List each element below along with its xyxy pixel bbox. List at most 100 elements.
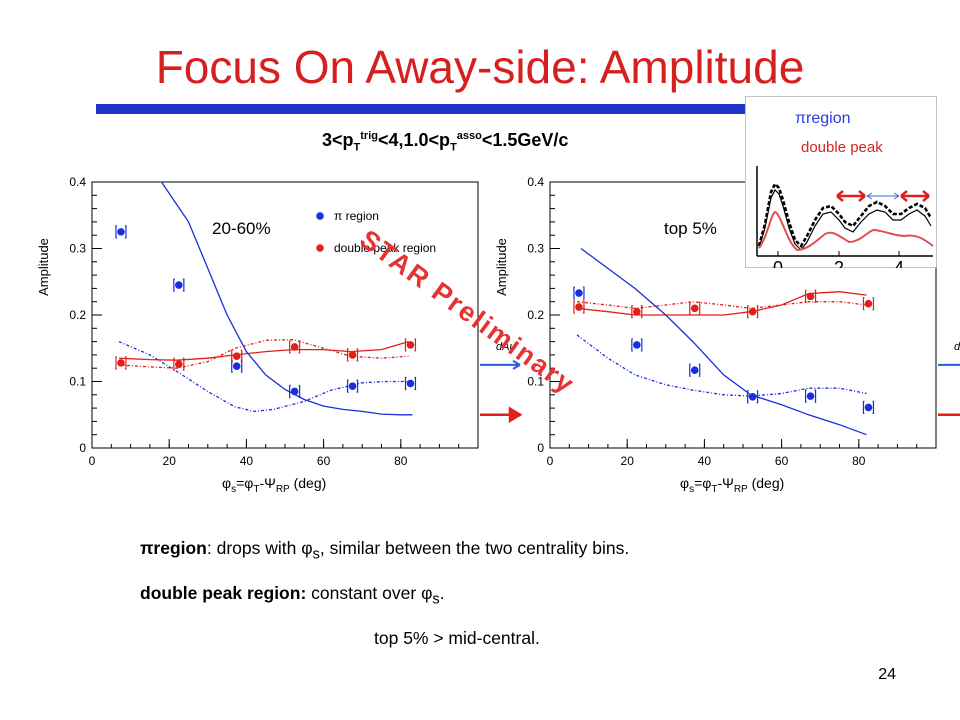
inset-frame <box>745 96 937 268</box>
x-axis-label-part: RP <box>734 484 748 495</box>
data-point <box>748 307 757 316</box>
systematic-bracket <box>747 305 759 319</box>
bullet-tail: , similar between the two centrality bin… <box>319 538 630 558</box>
bullet-sub: s <box>432 591 440 608</box>
bullet-text: : drops with φ <box>206 538 313 558</box>
bullet-text: constant over φ <box>306 583 433 603</box>
bullet-bold: πregion <box>140 538 207 558</box>
fit-curve-red-dash <box>118 338 409 369</box>
y-tick-label: 0.4 <box>69 175 86 189</box>
systematic-bracket <box>573 286 585 300</box>
fit-curve-blue-dash <box>118 341 409 413</box>
systematic-bracket <box>173 357 185 371</box>
title-underline-bar <box>96 104 840 114</box>
systematic-bracket <box>862 400 875 415</box>
y-tick-label: 0.3 <box>527 242 544 256</box>
inset-correlation-plot: πregion double peak 0 2 4 <box>745 96 937 268</box>
data-point <box>406 379 415 388</box>
systematic-bracket <box>689 363 701 377</box>
y-tick-label: 0.2 <box>527 308 544 322</box>
data-point <box>575 303 583 311</box>
x-tick-label: 80 <box>852 454 866 468</box>
systematic-bracket <box>631 338 643 352</box>
subtitle-sup: trig <box>360 130 378 142</box>
x-axis-label-part: =φ <box>694 475 711 491</box>
slide-title: Focus On Away-side: Amplitude <box>155 41 805 93</box>
fit-curve-blue-solid <box>580 247 867 436</box>
dau-label: dAu <box>954 341 960 353</box>
x-tick-label: 40 <box>698 454 712 468</box>
chart-right-panel: 0 20 40 60 8000.10.20.30.4Amplitudeφs=φT-ΨRP… <box>494 175 960 495</box>
inset-pi-label: πregion <box>795 110 851 127</box>
data-point <box>806 292 815 301</box>
y-axis-label: Amplitude <box>36 238 51 296</box>
subtitle-part: <1.5GeV/c <box>481 130 569 150</box>
x-tick-label: 80 <box>394 454 408 468</box>
legend-entry: π region <box>334 209 379 223</box>
data-point <box>290 387 299 396</box>
y-tick-label: 0.4 <box>527 175 544 189</box>
systematic-bracket <box>631 305 643 319</box>
x-axis-label-part: T <box>711 484 717 495</box>
data-point <box>633 307 641 316</box>
systematic-bracket <box>289 340 301 354</box>
data-point <box>290 343 299 351</box>
data-point <box>117 228 125 236</box>
inset-right-arrow <box>900 190 930 202</box>
x-axis-label-part: (deg) <box>748 475 785 491</box>
data-point <box>633 341 641 349</box>
systematic-bracket <box>404 338 417 352</box>
inset-data-black <box>757 181 933 249</box>
x-tick-label: 0 <box>547 454 554 468</box>
inset-tick-label: 0 <box>773 258 783 268</box>
plot-frame <box>91 181 479 449</box>
bullet-text: top 5% > mid-central. <box>374 628 540 648</box>
data-point <box>232 362 241 371</box>
systematic-bracket <box>346 379 359 393</box>
systematic-bracket <box>404 376 417 391</box>
systematic-bracket <box>289 384 301 399</box>
y-tick-label: 0 <box>79 441 86 455</box>
y-tick-label: 0.2 <box>69 308 86 322</box>
x-tick-label: 20 <box>163 454 177 468</box>
inset-middle-arrow <box>866 192 900 200</box>
subtitle-sub: T <box>450 141 457 154</box>
systematic-bracket <box>689 301 701 315</box>
x-axis-label-part: -Ψ <box>259 475 275 491</box>
inset-fit-red <box>758 210 934 252</box>
bullet-sub: s <box>312 546 320 563</box>
x-tick-label: 0 <box>89 454 96 468</box>
legend-marker <box>316 244 324 252</box>
data-point <box>348 382 357 390</box>
systematic-bracket <box>804 289 817 303</box>
data-point <box>406 341 415 349</box>
fit-curve-blue-dash <box>576 334 867 397</box>
data-point <box>864 299 873 308</box>
fit-curve-red-solid <box>118 340 409 361</box>
subtitle-part: 3<p <box>322 130 354 150</box>
x-axis-label: φs=φT-ΨRP (deg) <box>222 475 326 495</box>
systematic-bracket <box>804 389 817 403</box>
inset-double-peak-label: double peak <box>801 139 883 156</box>
systematic-bracket <box>346 348 359 362</box>
x-axis-label-part: T <box>253 484 259 495</box>
bullet-pi-region: πregion: drops with φs, similar between … <box>140 538 629 563</box>
data-point <box>864 403 873 412</box>
x-axis-label-part: s <box>231 484 236 495</box>
data-point <box>748 392 757 401</box>
centrality-label: 20-60% <box>212 219 271 238</box>
fit-curve-red-solid <box>576 291 867 316</box>
x-tick-label: 20 <box>621 454 635 468</box>
dau-pi-arrow <box>938 363 960 366</box>
dau-double-peak-arrow <box>938 413 960 416</box>
systematic-bracket <box>862 297 875 311</box>
data-point <box>117 359 125 367</box>
dau-double-peak-arrow <box>480 406 523 423</box>
systematic-bracket <box>173 278 185 292</box>
systematic-bracket <box>115 356 127 370</box>
inset-tick-label: 4 <box>894 258 904 268</box>
x-axis-label-part: RP <box>276 484 290 495</box>
dau-label: dAu <box>496 341 516 353</box>
x-tick-label: 60 <box>317 454 331 468</box>
x-tick-label: 40 <box>240 454 254 468</box>
